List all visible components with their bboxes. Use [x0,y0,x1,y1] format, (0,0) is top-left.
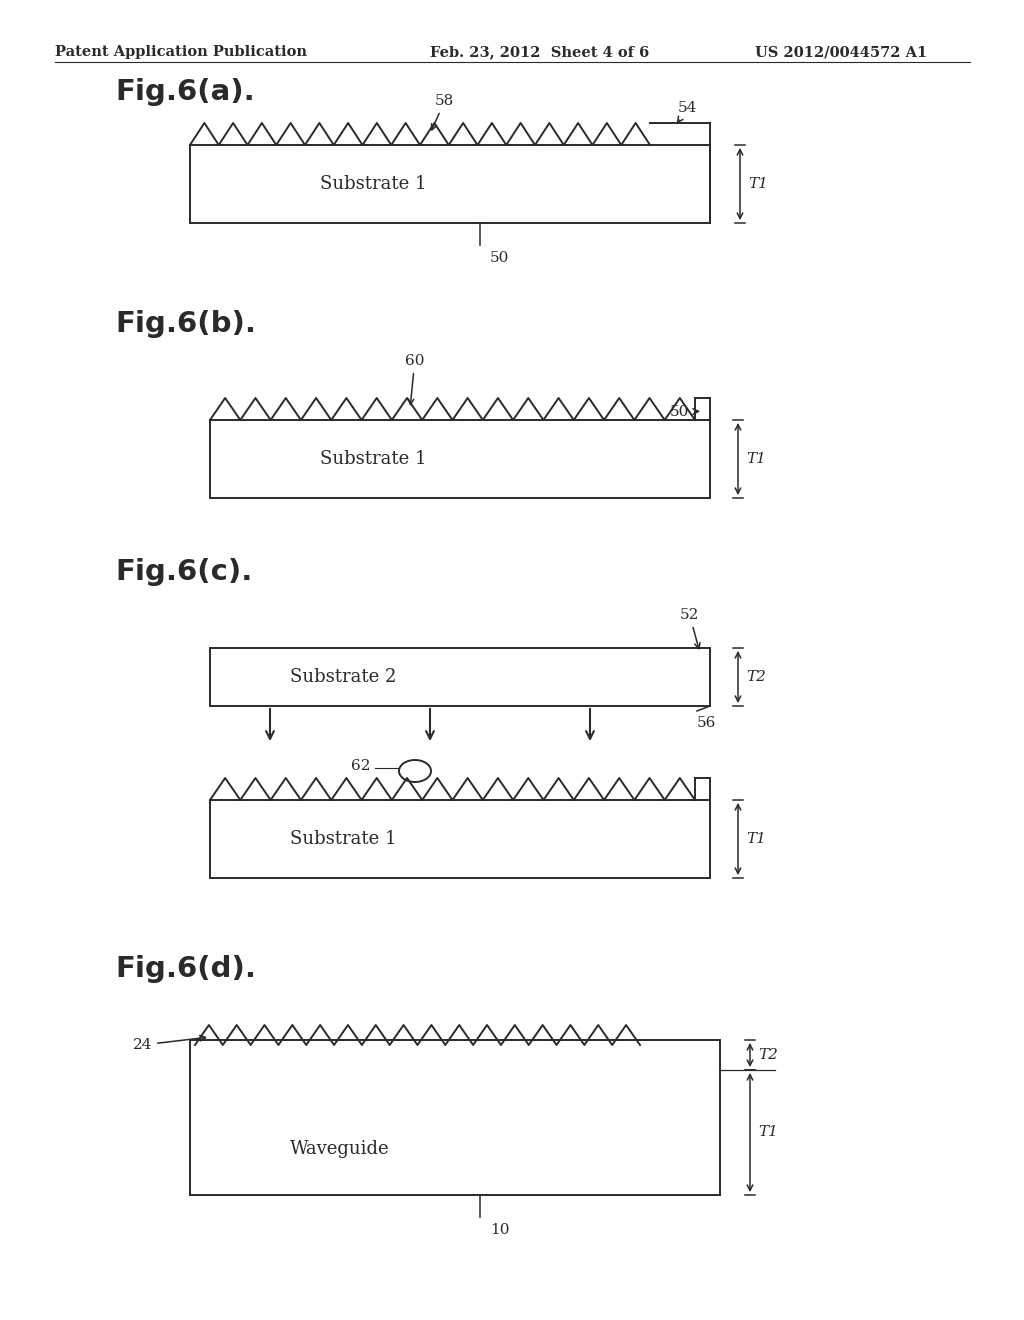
Text: Fig.6(d).: Fig.6(d). [115,954,256,983]
Text: Feb. 23, 2012  Sheet 4 of 6: Feb. 23, 2012 Sheet 4 of 6 [430,45,649,59]
Text: Fig.6(a).: Fig.6(a). [115,78,255,106]
Bar [210,648,710,706]
Text: T2: T2 [758,1048,778,1063]
Text: T2: T2 [746,671,766,684]
Text: Substrate 1: Substrate 1 [290,830,396,847]
Text: 56: 56 [697,715,717,730]
Text: 10: 10 [490,1224,510,1237]
Text: T1: T1 [746,451,766,466]
Text: 58: 58 [431,94,455,129]
Text: Substrate 2: Substrate 2 [290,668,396,686]
Bar [210,420,710,498]
Text: Substrate 1: Substrate 1 [319,176,427,193]
Text: 54: 54 [678,102,697,123]
Bar [210,800,710,878]
Text: US 2012/0044572 A1: US 2012/0044572 A1 [755,45,928,59]
Text: T1: T1 [758,1126,778,1139]
Text: 62: 62 [350,759,370,774]
Text: T1: T1 [746,832,766,846]
Text: Patent Application Publication: Patent Application Publication [55,45,307,59]
Text: 60: 60 [406,354,425,404]
Text: Fig.6(b).: Fig.6(b). [115,310,256,338]
Text: Waveguide: Waveguide [290,1139,389,1158]
Text: 50: 50 [670,405,698,418]
Bar [190,145,710,223]
Text: 52: 52 [680,609,700,648]
Text: Substrate 1: Substrate 1 [319,450,427,469]
Ellipse shape [399,760,431,781]
Bar [190,1040,720,1195]
Text: Fig.6(c).: Fig.6(c). [115,558,252,586]
Text: T1: T1 [748,177,768,191]
Text: 24: 24 [132,1035,206,1052]
Text: 50: 50 [490,251,509,265]
